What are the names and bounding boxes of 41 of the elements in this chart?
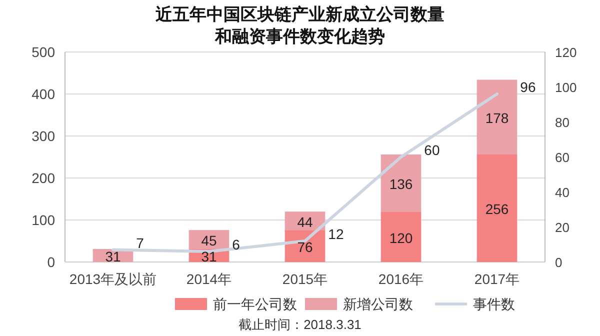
x-tick-label: 2015年 xyxy=(282,271,328,287)
data-label: 256 xyxy=(485,201,509,218)
data-label: 136 xyxy=(389,176,413,192)
y-tick-label: 100 xyxy=(32,212,56,228)
x-tick-label: 2017年 xyxy=(474,271,520,287)
y2-tick-label: 20 xyxy=(555,220,570,235)
bar xyxy=(380,212,422,262)
y-tick-label: 0 xyxy=(47,254,56,270)
y-tick-label: 200 xyxy=(32,170,56,186)
data-label: 120 xyxy=(389,230,413,246)
legend-label: 事件数 xyxy=(473,296,515,312)
data-label: 12 xyxy=(328,226,344,242)
data-label: 44 xyxy=(297,214,313,230)
data-label: 178 xyxy=(485,110,509,126)
data-label: 7 xyxy=(136,234,144,251)
data-label: 60 xyxy=(424,142,440,158)
data-label: 96 xyxy=(520,79,536,95)
legend-label: 前一年公司数 xyxy=(213,296,297,312)
y2-tick-label: 60 xyxy=(555,150,570,165)
y-tick-label: 300 xyxy=(32,128,56,144)
y2-tick-label: 40 xyxy=(555,185,570,200)
chart-title: 近五年中国区块链产业新成立公司数量和融资事件数变化趋势 xyxy=(154,4,446,48)
y2-tick-label: 0 xyxy=(555,255,562,270)
y-tick-label: 400 xyxy=(32,86,56,102)
bar xyxy=(476,154,518,262)
data-label: 45 xyxy=(201,232,217,249)
y-tick-label: 500 xyxy=(32,44,56,60)
data-label: 31 xyxy=(201,248,217,264)
text: 截止时间：2018.3.31 xyxy=(238,317,362,332)
data-label: 6 xyxy=(232,236,240,252)
x-tick-label: 2016年 xyxy=(378,271,424,287)
x-tick-label: 2013年及以前 xyxy=(69,271,157,287)
y2-tick-label: 120 xyxy=(555,45,577,60)
x-tick-label: 2014年 xyxy=(186,271,232,287)
bar xyxy=(476,80,518,154)
bar xyxy=(380,154,422,212)
y2-tick-label: 100 xyxy=(555,80,577,95)
data-label: 31 xyxy=(105,248,121,264)
legend-label: 新增公司数 xyxy=(343,296,413,312)
y2-tick-label: 80 xyxy=(555,115,570,130)
data-label: 76 xyxy=(297,239,313,256)
